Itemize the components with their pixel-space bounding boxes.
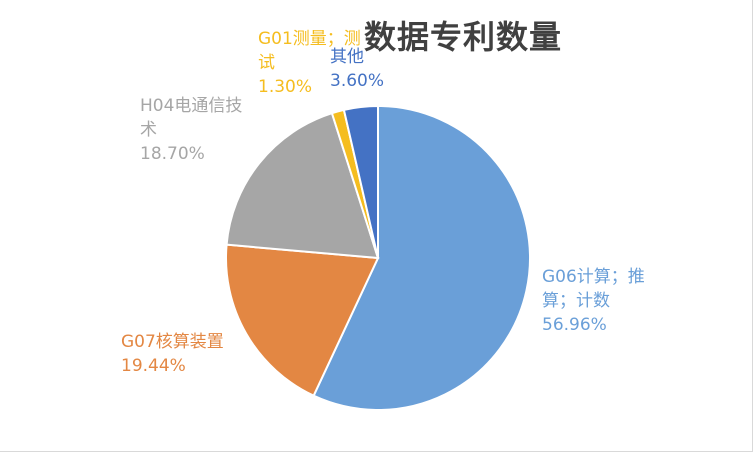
pie-slice xyxy=(225,111,380,260)
slice-category-label: 术 xyxy=(140,120,157,140)
slice-percent-label: 3.60% xyxy=(330,71,384,91)
chart-title: 数据专利数量 xyxy=(364,18,563,56)
slice-label: H04电通信技术 18.70% xyxy=(140,96,242,164)
pie-slice xyxy=(342,104,379,259)
pie-slice xyxy=(225,243,380,398)
slice-category-label: H04电通信技 xyxy=(140,96,242,116)
slice-percent-label: 56.96% xyxy=(542,315,607,335)
slice-category-label: G07核算装置 xyxy=(121,332,224,352)
slice-percent-label: 19.44% xyxy=(121,356,186,376)
slice-category-label: G01测量；测 xyxy=(258,29,361,49)
slice-label: G06计算；推算；计数 56.96% xyxy=(542,267,645,335)
slice-category-label: 试 xyxy=(258,53,275,73)
slice-category-label: G06计算；推 xyxy=(542,267,645,287)
slice-label: G01测量；测试 1.30% xyxy=(258,29,361,97)
slice-percent-label: 18.70% xyxy=(140,144,205,164)
slice-label: G07核算装置 19.44% xyxy=(121,332,224,376)
slice-percent-label: 1.30% xyxy=(258,77,312,97)
slice-category-label: 其他 xyxy=(330,47,364,67)
slice-category-label: 算；计数 xyxy=(542,291,610,311)
pie-slice xyxy=(312,104,531,411)
slice-label: 其他 3.60% xyxy=(330,47,384,91)
